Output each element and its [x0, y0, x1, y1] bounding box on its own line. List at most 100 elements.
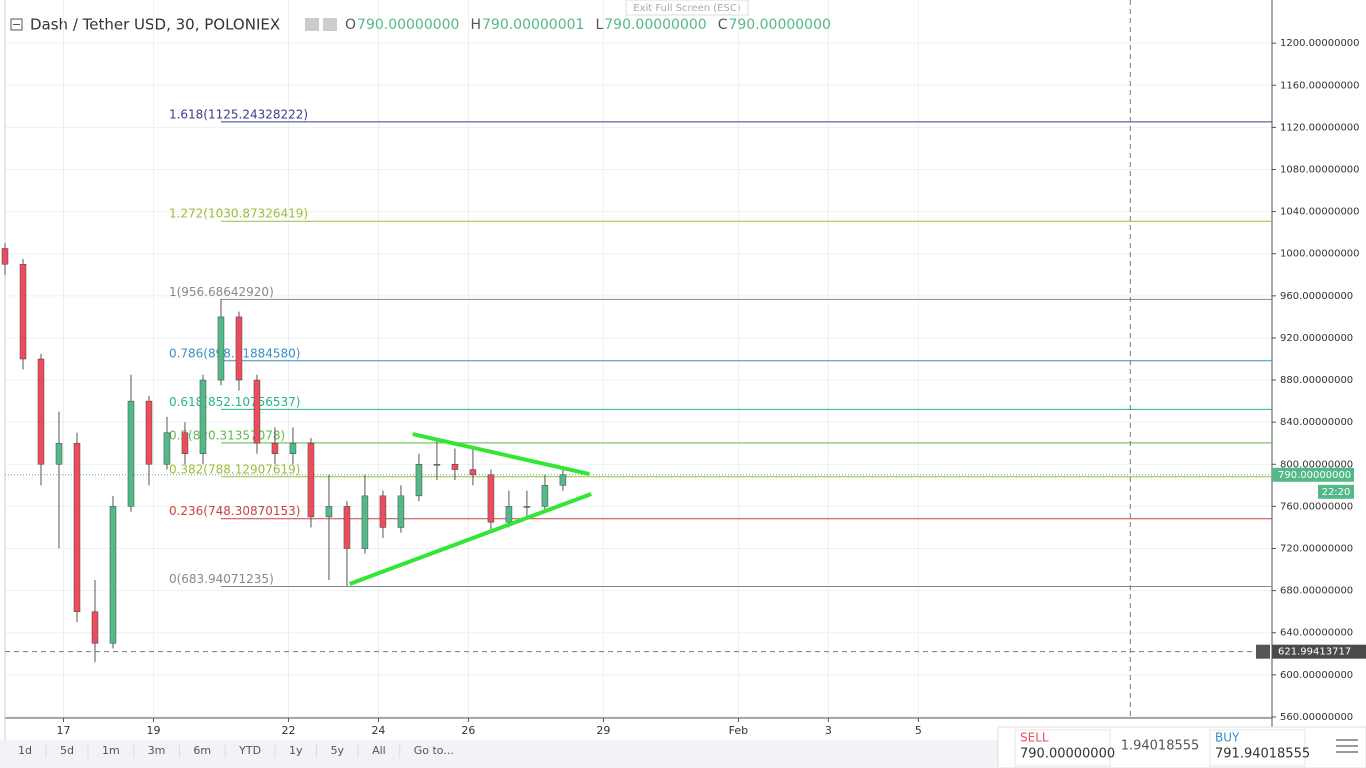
crosshair-label-box: [1272, 644, 1366, 659]
candle-body: [109, 506, 117, 644]
toolbar-button[interactable]: 1m: [102, 744, 120, 757]
fib-label: 0.236(748.30870153): [169, 504, 301, 518]
crosshair-label: 621.99413717: [1278, 647, 1351, 658]
y-tick-label: 1000.00000000: [1280, 249, 1360, 260]
candle-body: [199, 379, 207, 455]
candle-body: [343, 506, 351, 549]
ohlc-value: 790.00000000: [357, 17, 459, 33]
last-price-label: 790.00000000: [1278, 470, 1351, 481]
candle-body: [145, 400, 153, 465]
fib-label: 0.618(852.10756537): [169, 395, 301, 409]
last-price-box: [1272, 467, 1354, 482]
trendline: [412, 432, 590, 477]
y-tick-label: 1120.00000000: [1280, 122, 1360, 133]
candle-body: [523, 506, 531, 508]
y-tick-label: 1160.00000000: [1280, 80, 1360, 91]
ohlc-value: 790.00000000: [604, 17, 706, 33]
candle-body: [325, 506, 333, 518]
candle-body: [73, 442, 81, 612]
candle-body: [379, 495, 387, 528]
y-tick-label: 640.00000000: [1280, 628, 1353, 639]
toolbar-button[interactable]: 6m: [193, 744, 211, 757]
x-tick-label: 19: [146, 724, 160, 737]
fib-label: 0.382(788.12907619): [169, 462, 301, 476]
toolbar-button[interactable]: YTD: [238, 744, 261, 757]
candle-body: [55, 442, 63, 465]
x-tick-label: 24: [371, 724, 385, 737]
toolbar-button[interactable]: Go to...: [414, 744, 454, 757]
candle-body: [487, 474, 495, 523]
y-tick-label: 840.00000000: [1280, 417, 1353, 428]
y-tick-label: 600.00000000: [1280, 670, 1353, 681]
toolbar-button[interactable]: 3m: [148, 744, 166, 757]
toolbar-button[interactable]: 1y: [289, 744, 303, 757]
y-tick-label: 760.00000000: [1280, 501, 1353, 512]
x-tick-label: 5: [915, 724, 922, 737]
candle-body: [181, 432, 189, 455]
candle-body: [415, 464, 423, 497]
toolbar-button[interactable]: 1d: [18, 744, 32, 757]
y-tick-label: 880.00000000: [1280, 375, 1353, 386]
y-tick-label: 680.00000000: [1280, 586, 1353, 597]
fib-label: 0.786(898.31884580): [169, 346, 301, 360]
fib-label: 1(956.68642920): [169, 285, 274, 299]
hint-box: [625, 0, 749, 16]
y-tick-label: 1040.00000000: [1280, 207, 1360, 218]
y-tick-label: 1080.00000000: [1280, 164, 1360, 175]
y-tick-label: 920.00000000: [1280, 333, 1353, 344]
candle-body: [271, 442, 279, 455]
candle-body: [235, 316, 243, 381]
candle-body: [1, 248, 9, 265]
candle-body: [253, 379, 261, 444]
candle-body: [289, 442, 297, 455]
candle-body: [37, 358, 45, 465]
ohlc-value: 790.00000000: [728, 17, 830, 33]
sell-label: SELL: [1020, 731, 1049, 745]
x-tick-label: 17: [56, 724, 70, 737]
icon[interactable]: [323, 18, 337, 31]
candle-body: [217, 316, 225, 381]
sell-button[interactable]: [1014, 729, 1111, 767]
x-tick-label: 26: [461, 724, 475, 737]
toolbar-button[interactable]: All: [372, 744, 386, 757]
candle-body: [505, 506, 513, 523]
toolbar-button[interactable]: 5y: [331, 744, 345, 757]
x-tick-label: Feb: [729, 724, 748, 737]
y-tick-label: 1200.00000000: [1280, 38, 1360, 49]
countdown-box: [1318, 484, 1354, 499]
x-tick-label: 3: [825, 724, 832, 737]
sell-price: 790.00000000: [1020, 747, 1115, 762]
ohlc-key: L: [595, 17, 603, 33]
candle-body: [469, 469, 477, 476]
ohlc-key: C: [718, 17, 728, 33]
candle-body: [559, 474, 567, 486]
y-tick-label: 720.00000000: [1280, 544, 1353, 555]
toolbar-button[interactable]: 5d: [60, 744, 74, 757]
buy-button[interactable]: [1209, 729, 1306, 767]
y-tick-label: 960.00000000: [1280, 291, 1353, 302]
crosshair-plus[interactable]: [1256, 644, 1270, 659]
candle-body: [451, 464, 459, 470]
ohlc-value: 790.00000001: [482, 17, 584, 33]
buy-price: 791.94018555: [1215, 747, 1310, 762]
menu-icon[interactable]: [1336, 739, 1358, 753]
x-tick-label: 22: [281, 724, 295, 737]
collapse-icon[interactable]: [10, 18, 23, 31]
x-tick-label: 29: [596, 724, 610, 737]
fullscreen-hint: Exit Full Screen (ESC): [633, 3, 741, 14]
y-tick-label: 560.00000000: [1280, 712, 1353, 723]
candle-body: [163, 432, 171, 465]
candle-body: [397, 495, 405, 528]
buy-label: BUY: [1215, 731, 1240, 745]
candle-body: [361, 495, 369, 549]
spread: 1.94018555: [1121, 739, 1200, 754]
symbol: Dash / Tether USD, 30, POLONIEX: [30, 16, 280, 34]
icon[interactable]: [305, 18, 319, 31]
y-tick-label: 800.00000000: [1280, 459, 1353, 470]
countdown: 22:20: [1322, 487, 1351, 498]
candle-body: [91, 611, 99, 644]
ohlc-key: O: [345, 17, 356, 33]
